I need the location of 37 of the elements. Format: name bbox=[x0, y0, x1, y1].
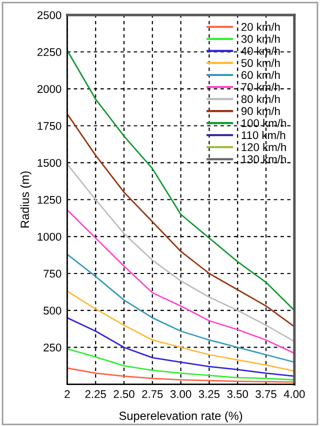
y-tick-label: 2500 bbox=[37, 11, 62, 20]
y-axis-title: Radius (m) bbox=[20, 171, 32, 228]
legend-label: 90 km/h bbox=[241, 106, 280, 116]
y-tick-label: 250 bbox=[44, 344, 62, 352]
line-series bbox=[67, 254, 294, 363]
legend-label: 30 km/h bbox=[241, 34, 280, 43]
x-tick-label: 2.25 bbox=[85, 390, 106, 398]
legend-label: 50 km/h bbox=[241, 58, 280, 67]
x-tick-label: 3.50 bbox=[227, 390, 248, 398]
legend-label: 120 km/h bbox=[242, 142, 286, 152]
y-tick-label: 500 bbox=[44, 306, 62, 315]
x-tick-label: 2.50 bbox=[114, 390, 134, 398]
x-tick-label: 4.00 bbox=[284, 390, 305, 398]
line-series bbox=[67, 163, 294, 342]
line-series bbox=[67, 348, 294, 381]
y-tick-label: 1750 bbox=[38, 122, 62, 130]
x-axis-title: Superelevation rate (%) bbox=[119, 411, 242, 422]
y-tick-label: 2250 bbox=[37, 48, 62, 56]
x-tick-label: 3.25 bbox=[198, 390, 220, 398]
y-tick-label: 1500 bbox=[38, 158, 62, 167]
legend-label: 20 km/h bbox=[241, 22, 280, 31]
x-tick-label: 3.00 bbox=[170, 390, 192, 398]
y-tick-label: 2000 bbox=[37, 85, 62, 93]
x-tick-label: 3.75 bbox=[256, 390, 276, 398]
line-series bbox=[67, 209, 294, 354]
y-tick-label: 1000 bbox=[38, 232, 62, 241]
x-tick-label: 2.75 bbox=[142, 390, 163, 398]
line-series bbox=[67, 113, 294, 328]
legend-label: 60 km/h bbox=[241, 70, 280, 79]
line-series bbox=[67, 290, 294, 372]
legend-label: 100 km/h bbox=[242, 118, 286, 128]
legend-label: 80 km/h bbox=[241, 94, 280, 104]
x-tick-label: 2 bbox=[64, 390, 70, 398]
line-series bbox=[67, 317, 294, 377]
y-tick-label: 1250 bbox=[38, 196, 62, 204]
legend-label: 110 km/h bbox=[242, 130, 286, 140]
y-tick-label: 750 bbox=[44, 270, 62, 278]
